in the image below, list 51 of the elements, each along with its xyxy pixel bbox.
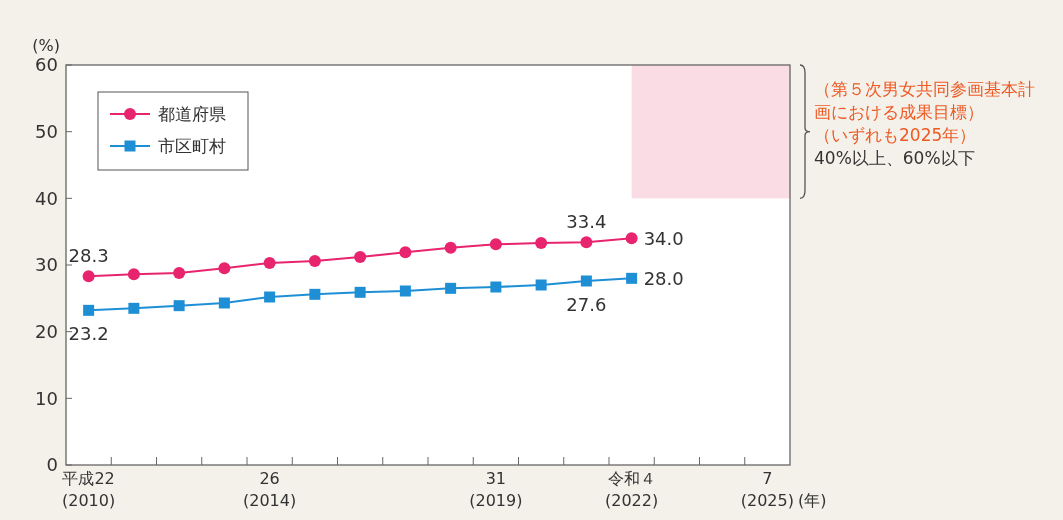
point	[173, 267, 186, 279]
point	[535, 237, 548, 249]
point	[626, 272, 638, 284]
x-tick-label: 31 (2019)	[469, 469, 523, 510]
legend-label: 都道府県	[158, 103, 226, 124]
point	[309, 288, 321, 300]
y-tick-label: 40	[35, 187, 58, 209]
point	[82, 270, 95, 283]
y-tick-label: 20	[35, 320, 58, 342]
x-tick-label: 7 (2025)	[740, 469, 794, 510]
data-label: 23.2	[68, 323, 109, 345]
point	[264, 291, 276, 303]
x-tick-label: 平成22 (2010)	[62, 469, 116, 510]
point	[308, 255, 321, 267]
y-tick-label: 50	[35, 120, 58, 142]
data-label: 28.0	[643, 268, 684, 290]
point	[173, 300, 185, 312]
data-label: 28.3	[68, 245, 109, 267]
data-label: 34.0	[643, 228, 684, 250]
point	[218, 297, 230, 309]
data-label: 33.4	[566, 211, 607, 233]
y-tick-label: 60	[35, 54, 58, 76]
y-tick-label: 0	[46, 454, 58, 476]
point	[445, 282, 457, 294]
point	[444, 241, 457, 254]
text: （第５次男女共同参画基本計画における成果目標）	[814, 79, 1035, 122]
point	[490, 281, 502, 293]
y-tick-label: 30	[35, 254, 58, 276]
point	[218, 262, 231, 275]
text: 40%以上、60%以下	[814, 148, 975, 168]
point	[625, 232, 638, 245]
point	[399, 285, 411, 297]
legend-label: 市区町村	[158, 135, 226, 156]
point	[128, 302, 140, 314]
x-axis-title: (年)	[798, 491, 827, 510]
y-axis-title: (%)	[32, 36, 60, 55]
point	[580, 275, 592, 287]
point	[354, 251, 367, 263]
point	[399, 246, 412, 259]
text: （いずれも2025年）	[814, 125, 977, 145]
point	[83, 304, 95, 316]
point	[263, 257, 276, 269]
x-tick-label: 令和４ (2022)	[605, 469, 659, 510]
y-tick-label: 10	[35, 387, 58, 409]
point	[489, 238, 502, 251]
point	[127, 268, 140, 281]
point	[354, 286, 366, 298]
x-tick-label: 26 (2014)	[243, 469, 297, 510]
point	[580, 236, 593, 249]
point	[535, 279, 547, 291]
data-label: 27.6	[566, 294, 607, 315]
